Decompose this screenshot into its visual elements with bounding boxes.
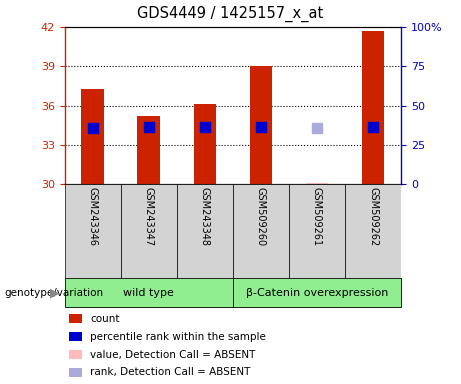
Bar	[65, 184, 121, 278]
Bar	[121, 184, 177, 278]
Bar	[194, 104, 216, 184]
Text: value, Detection Call = ABSENT: value, Detection Call = ABSENT	[90, 349, 255, 359]
Text: GSM509261: GSM509261	[312, 187, 322, 246]
Bar	[289, 184, 345, 278]
Bar	[137, 116, 160, 184]
Text: percentile rank within the sample: percentile rank within the sample	[90, 332, 266, 342]
Bar	[362, 31, 384, 184]
Bar	[250, 66, 272, 184]
Text: count: count	[90, 314, 119, 324]
Bar	[233, 278, 401, 307]
Point	[145, 124, 152, 130]
Text: GSM243346: GSM243346	[88, 187, 98, 246]
Text: β-Catenin overexpression: β-Catenin overexpression	[246, 288, 388, 298]
Point	[313, 125, 321, 131]
Bar	[306, 183, 328, 184]
Text: ▶: ▶	[50, 286, 60, 299]
Bar	[82, 89, 104, 184]
Text: GDS4449 / 1425157_x_at: GDS4449 / 1425157_x_at	[137, 5, 324, 22]
Point	[257, 124, 265, 131]
Point	[89, 124, 96, 131]
Point	[369, 124, 377, 131]
Text: genotype/variation: genotype/variation	[5, 288, 104, 298]
Bar	[65, 278, 233, 307]
Text: GSM509262: GSM509262	[368, 187, 378, 247]
Text: GSM509260: GSM509260	[256, 187, 266, 246]
Text: GSM243347: GSM243347	[144, 187, 154, 246]
Text: GSM243348: GSM243348	[200, 187, 210, 246]
Bar	[177, 184, 233, 278]
Point	[201, 124, 208, 131]
Text: rank, Detection Call = ABSENT: rank, Detection Call = ABSENT	[90, 367, 250, 377]
Bar	[345, 184, 401, 278]
Bar	[233, 184, 289, 278]
Text: wild type: wild type	[123, 288, 174, 298]
